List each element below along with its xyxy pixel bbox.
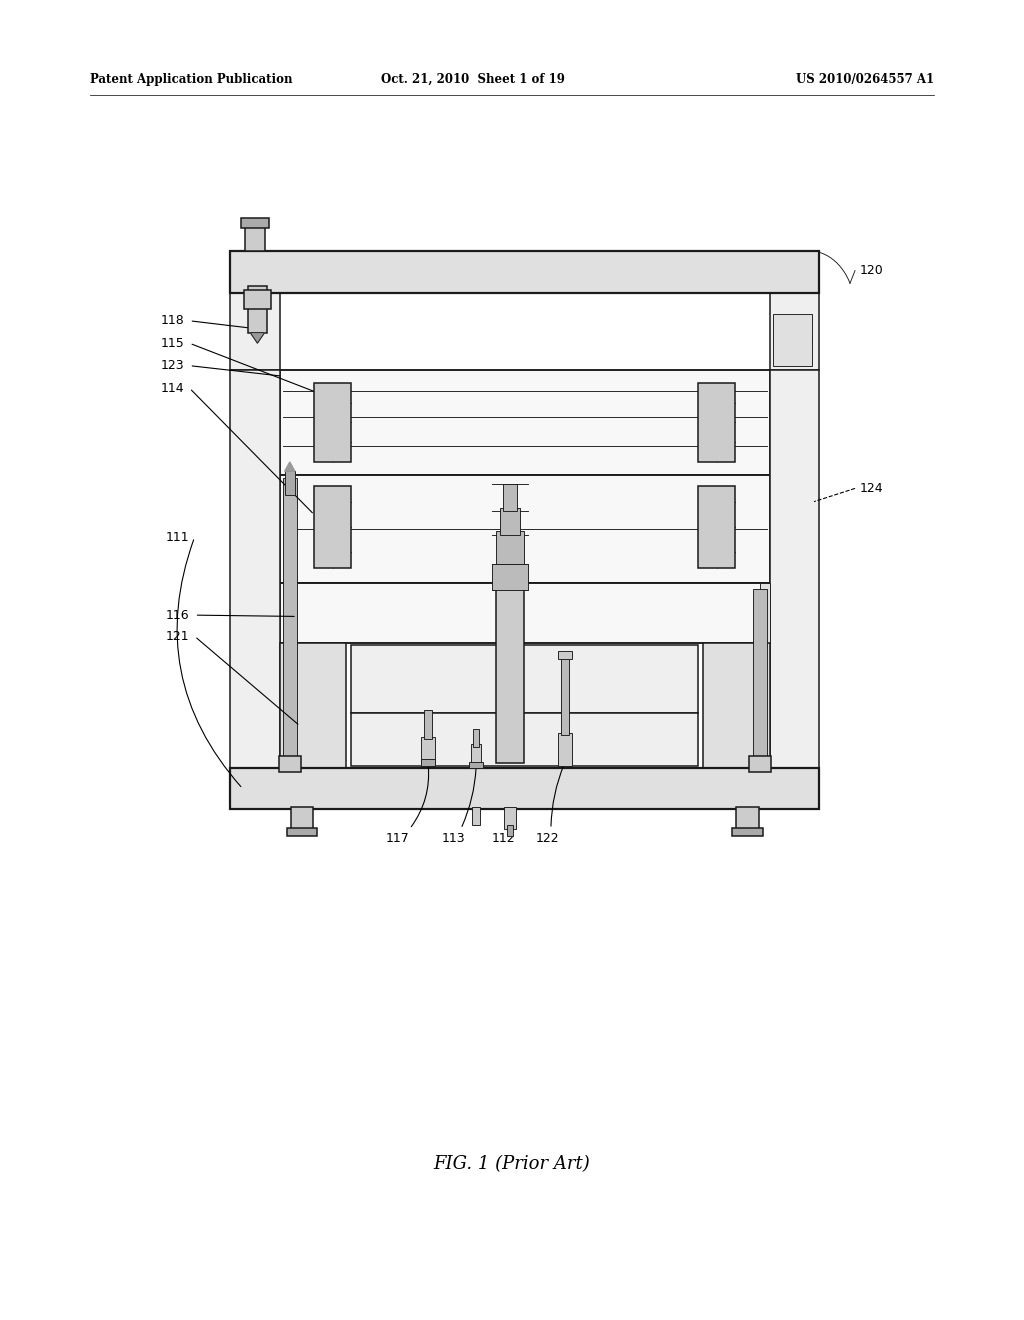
Text: Oct. 21, 2010  Sheet 1 of 19: Oct. 21, 2010 Sheet 1 of 19 [381,73,565,86]
Text: 113: 113 [441,832,466,845]
Bar [749,756,771,772]
Bar [558,733,572,766]
Bar [492,564,528,590]
Bar [287,828,317,836]
Bar [770,293,819,370]
Text: US 2010/0264557 A1: US 2010/0264557 A1 [796,73,934,86]
Polygon shape [285,462,295,471]
Bar [503,484,517,511]
Text: 124: 124 [860,482,884,495]
Bar [421,737,435,763]
Bar [244,290,270,309]
Bar [500,508,520,535]
Bar [469,762,483,768]
Text: 116: 116 [166,609,189,622]
Bar [496,531,524,564]
Bar [753,589,767,766]
Polygon shape [250,333,264,343]
Bar [561,656,569,735]
Text: 117: 117 [385,832,410,845]
Bar [230,768,819,809]
Bar [473,729,479,747]
Bar [241,218,269,228]
Bar [285,471,295,495]
Bar [230,370,280,768]
Bar [230,293,280,370]
Bar [280,643,346,768]
Bar [280,583,770,643]
Bar [279,756,301,772]
Bar [507,825,513,836]
Bar [248,286,266,333]
Bar [280,370,770,475]
Text: 123: 123 [161,359,184,372]
Text: 114: 114 [161,381,184,395]
Bar [773,314,812,366]
Bar [698,383,735,462]
Bar [291,807,313,833]
Bar [698,486,735,568]
Text: 120: 120 [860,264,884,277]
Text: 115: 115 [161,337,184,350]
Bar [770,370,819,768]
Bar [245,222,265,251]
Bar [424,710,432,739]
Text: 118: 118 [161,314,184,327]
Text: 121: 121 [166,630,189,643]
Bar [280,475,770,583]
Bar [558,651,572,659]
Bar [314,486,351,568]
Text: 122: 122 [536,832,560,845]
Bar [496,586,524,763]
Bar [703,643,770,768]
Bar [472,807,480,825]
Text: Patent Application Publication: Patent Application Publication [90,73,293,86]
Bar [504,807,516,829]
Bar [351,713,698,766]
Bar [351,645,698,713]
Bar [471,744,481,766]
Polygon shape [250,333,264,343]
Bar [736,807,759,833]
Bar [421,759,435,766]
Bar [314,383,351,462]
Bar [732,828,763,836]
Bar [230,251,819,293]
Text: 111: 111 [166,531,189,544]
Bar [283,478,297,766]
Text: FIG. 1 (Prior Art): FIG. 1 (Prior Art) [433,1155,591,1173]
Bar [760,583,770,643]
Text: 112: 112 [492,832,516,845]
